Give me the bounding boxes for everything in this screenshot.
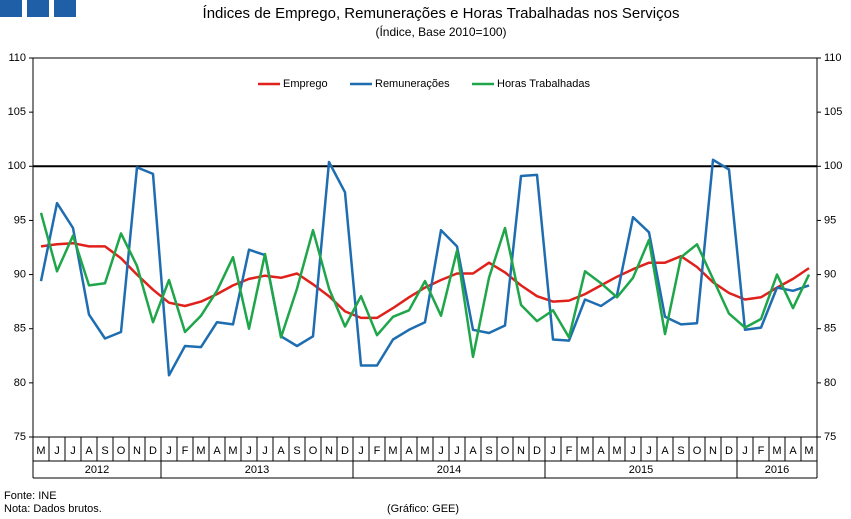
x-tick-label: J xyxy=(54,445,60,457)
logo-block xyxy=(27,0,49,17)
y2-tick-label: 100 xyxy=(824,160,842,172)
x-tick-label: A xyxy=(405,445,413,457)
legend-label: Horas Trabalhadas xyxy=(497,78,590,90)
year-label: 2014 xyxy=(437,464,461,476)
y-tick-label: 90 xyxy=(14,268,26,280)
x-tick-label: J xyxy=(246,445,252,457)
x-tick-label: M xyxy=(388,445,397,457)
credit: (Gráfico: GEE) xyxy=(387,503,459,515)
x-tick-label: F xyxy=(182,445,189,457)
year-label: 2016 xyxy=(765,464,789,476)
x-tick-label: M xyxy=(580,445,589,457)
x-tick-label: O xyxy=(693,445,702,457)
plot-frame xyxy=(32,57,818,438)
x-tick-label: J xyxy=(742,445,748,457)
x-tick-label: J xyxy=(438,445,444,457)
x-tick-label: A xyxy=(661,445,669,457)
year-label: 2013 xyxy=(245,464,269,476)
x-tick-label: D xyxy=(149,445,157,457)
x-tick-label: J xyxy=(70,445,76,457)
y2-tick-label: 95 xyxy=(824,214,836,226)
y-tick-label: 100 xyxy=(8,160,26,172)
x-tick-label: J xyxy=(358,445,364,457)
x-tick-label: M xyxy=(772,445,781,457)
x-tick-label: M xyxy=(612,445,621,457)
y2-tick-label: 85 xyxy=(824,323,836,335)
y-tick-label: 85 xyxy=(14,323,26,335)
y2-tick-label: 75 xyxy=(824,431,836,443)
y-tick-label: 110 xyxy=(8,52,26,64)
x-tick-label: J xyxy=(550,445,556,457)
x-tick-label: F xyxy=(374,445,381,457)
y-tick-label: 105 xyxy=(8,106,26,118)
x-tick-label: N xyxy=(709,445,717,457)
legend-label: Emprego xyxy=(283,78,328,90)
x-tick-label: N xyxy=(517,445,525,457)
x-tick-label: D xyxy=(725,445,733,457)
legend-label: Remunerações xyxy=(375,78,450,90)
x-tick-label: J xyxy=(454,445,460,457)
logo-block xyxy=(0,0,22,17)
x-tick-label: S xyxy=(485,445,492,457)
x-tick-label: S xyxy=(293,445,300,457)
x-tick-label: N xyxy=(325,445,333,457)
x-tick-label: F xyxy=(566,445,573,457)
x-tick-label: A xyxy=(213,445,221,457)
chart-title: Índices de Emprego, Remunerações e Horas… xyxy=(203,5,680,22)
y2-tick-label: 110 xyxy=(824,52,842,64)
source: Fonte: INE xyxy=(4,490,57,502)
x-tick-label: A xyxy=(789,445,797,457)
x-tick-label: O xyxy=(501,445,510,457)
x-tick-label: N xyxy=(133,445,141,457)
x-tick-label: J xyxy=(166,445,172,457)
x-tick-label: O xyxy=(117,445,126,457)
x-tick-label: A xyxy=(85,445,93,457)
x-tick-label: A xyxy=(597,445,605,457)
x-tick-label: M xyxy=(228,445,237,457)
y2-tick-label: 80 xyxy=(824,377,836,389)
series-line xyxy=(39,158,810,377)
y-tick-label: 80 xyxy=(14,377,26,389)
x-tick-label: F xyxy=(758,445,765,457)
x-tick-label: M xyxy=(36,445,45,457)
x-tick-label: A xyxy=(469,445,477,457)
series-line xyxy=(39,212,811,359)
year-label: 2012 xyxy=(85,464,109,476)
x-tick-label: M xyxy=(196,445,205,457)
x-tick-label: A xyxy=(277,445,285,457)
y-tick-label: 75 xyxy=(14,431,26,443)
x-tick-label: M xyxy=(420,445,429,457)
x-tick-label: J xyxy=(646,445,652,457)
x-tick-label: D xyxy=(341,445,349,457)
note: Nota: Dados brutos. xyxy=(4,503,102,515)
x-tick-label: S xyxy=(677,445,684,457)
x-tick-label: O xyxy=(309,445,318,457)
chart-subtitle: (Índice, Base 2010=100) xyxy=(375,24,506,39)
x-tick-label: J xyxy=(630,445,636,457)
y2-tick-label: 105 xyxy=(824,106,842,118)
x-tick-label: M xyxy=(804,445,813,457)
y-tick-label: 95 xyxy=(14,214,26,226)
x-tick-label: D xyxy=(533,445,541,457)
x-tick-label: S xyxy=(101,445,108,457)
x-tick-label: J xyxy=(262,445,268,457)
logo-block xyxy=(54,0,76,17)
y2-tick-label: 90 xyxy=(824,268,836,280)
year-label: 2015 xyxy=(629,464,653,476)
